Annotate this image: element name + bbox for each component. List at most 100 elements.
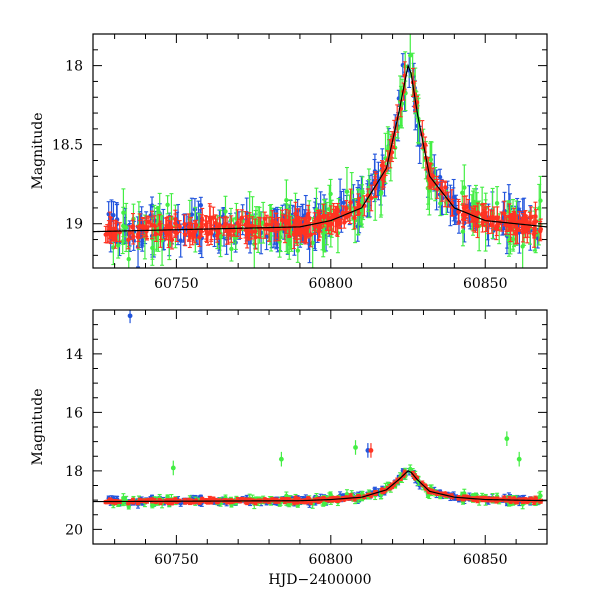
data-point	[503, 222, 509, 228]
data-point	[428, 157, 434, 162]
data-point	[243, 227, 248, 233]
data-point	[126, 256, 131, 262]
data-point	[149, 203, 155, 208]
data-point	[537, 206, 542, 211]
data-point	[321, 215, 327, 220]
data-point	[465, 209, 471, 214]
data-point	[198, 202, 204, 208]
x-tick-label: 60850	[463, 276, 508, 292]
data-point	[461, 205, 467, 210]
data-point	[177, 224, 182, 229]
data-point	[475, 210, 481, 215]
data-point	[253, 229, 258, 234]
y-tick-label: 19	[65, 217, 83, 233]
data-point	[137, 224, 143, 229]
data-point	[532, 226, 537, 232]
data-point	[111, 213, 116, 218]
data-point	[369, 195, 374, 201]
data-point	[221, 224, 227, 229]
data-point	[332, 212, 338, 218]
data-point	[174, 230, 180, 236]
data-point	[360, 189, 365, 194]
data-point	[130, 234, 136, 239]
data-point	[235, 220, 240, 226]
data-point	[273, 227, 278, 232]
model-curve	[93, 63, 547, 233]
data-point	[199, 221, 204, 226]
data-point	[276, 226, 281, 232]
data-point	[250, 223, 255, 229]
data-point	[223, 209, 228, 214]
data-point	[284, 219, 289, 224]
data-point	[152, 223, 157, 228]
data-point	[280, 218, 285, 223]
data-point	[169, 225, 174, 230]
data-point	[460, 190, 465, 195]
data-point	[211, 215, 216, 220]
axes-frame	[92, 33, 548, 269]
data-point	[481, 212, 486, 218]
data-point	[130, 224, 136, 229]
data-point	[207, 215, 212, 220]
data-point	[460, 229, 466, 234]
data-point	[308, 232, 314, 237]
data-point	[378, 191, 384, 196]
data-point	[293, 211, 298, 216]
x-tick-label: 60800	[309, 276, 354, 292]
data-point	[115, 243, 121, 248]
data-point	[312, 224, 318, 229]
data-point	[295, 248, 301, 253]
data-point	[471, 217, 476, 222]
data-point	[520, 230, 526, 235]
data-point	[462, 185, 467, 190]
data-point	[291, 232, 297, 237]
data-point	[408, 466, 413, 472]
data-point	[229, 246, 234, 252]
y-tick-label: 18.5	[52, 138, 83, 154]
y-tick-label: 18	[65, 59, 83, 75]
data-point	[489, 223, 495, 228]
data-point	[528, 215, 534, 220]
data-point	[344, 189, 350, 194]
plot-area	[93, 310, 547, 510]
data-point	[389, 150, 395, 155]
data-point	[264, 222, 269, 227]
x-tick-label: 60750	[154, 276, 199, 292]
data-point	[461, 217, 466, 222]
data-point	[112, 231, 118, 237]
data-point	[475, 223, 480, 229]
data-point	[192, 229, 198, 235]
data-point	[165, 202, 170, 207]
data-point	[270, 218, 275, 224]
data-point	[166, 231, 171, 237]
data-point	[537, 495, 542, 500]
data-point	[146, 219, 152, 225]
data-point	[352, 215, 357, 221]
data-point	[341, 200, 346, 205]
data-point	[126, 237, 131, 243]
data-point	[316, 229, 321, 234]
data-point	[182, 221, 187, 227]
data-point	[345, 213, 351, 219]
data-point	[197, 235, 202, 240]
plot-area	[93, 34, 547, 268]
data-point	[340, 210, 345, 216]
data-point	[538, 226, 544, 232]
data-point	[439, 188, 445, 193]
data-point	[297, 229, 303, 235]
top-panel: 60750 60800 60850 18 18.5 19 Magnitude	[30, 33, 548, 292]
bottom-panel: 60750 60800 6085014161820MagnitudeHJD−2400…	[30, 309, 548, 588]
data-point	[144, 226, 150, 231]
data-point	[510, 237, 516, 242]
data-point	[524, 218, 529, 224]
data-point	[231, 228, 237, 234]
data-point	[150, 245, 155, 251]
data-point	[165, 494, 170, 499]
data-point	[123, 225, 129, 230]
data-point	[437, 174, 443, 180]
data-point	[189, 212, 195, 217]
data-point	[408, 53, 413, 58]
data-point	[438, 201, 443, 206]
data-point	[520, 244, 525, 249]
